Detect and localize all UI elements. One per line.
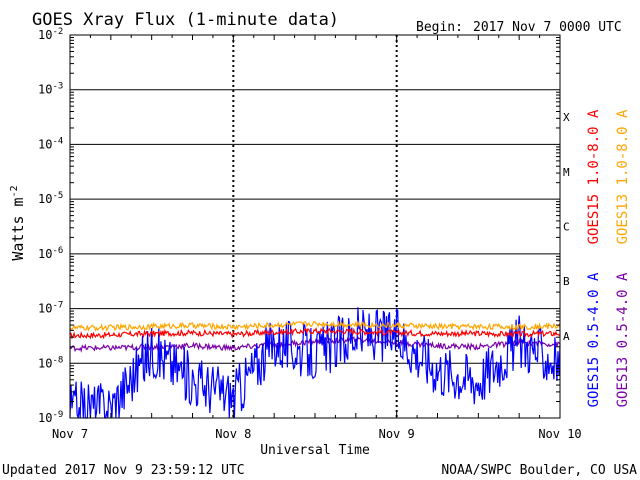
- y-tick-label-exponent: -7: [52, 301, 63, 311]
- y-tick-label-exponent: -9: [52, 410, 63, 420]
- flare-class-label: B: [563, 275, 570, 288]
- chart-title: GOES Xray Flux (1-minute data): [32, 10, 339, 30]
- y-tick-label-exponent: -8: [52, 355, 63, 365]
- y-tick-label: 10-2: [38, 27, 63, 42]
- plot-frame: [69, 34, 561, 419]
- legend-entry: GOES13 0.5-4.0 A: [615, 272, 631, 407]
- plot-area: [70, 35, 560, 418]
- x-tick-label: Nov 8: [215, 427, 251, 441]
- y-tick-label: 10-7: [38, 301, 63, 316]
- y-tick-label: 10-8: [38, 355, 63, 370]
- x-tick-label: Nov 10: [538, 427, 581, 441]
- y-tick-label-base: 10: [38, 137, 52, 151]
- y-tick-label-exponent: -3: [52, 82, 63, 92]
- y-tick-label-base: 10: [38, 83, 52, 97]
- y-tick-label-exponent: -6: [52, 246, 63, 256]
- y-tick-label-base: 10: [38, 247, 52, 261]
- series-line: [69, 307, 561, 419]
- footer-updated: Updated 2017 Nov 9 23:59:12 UTC: [2, 463, 245, 478]
- y-tick-label-exponent: -5: [52, 191, 63, 201]
- flare-class-label: M: [563, 166, 570, 179]
- y-axis-label: Watts m-2: [9, 185, 27, 260]
- footer-credit: NOAA/SWPC Boulder, CO USA: [441, 463, 637, 478]
- y-axis-label-base: Watts m: [9, 197, 27, 260]
- y-tick-label: 10-3: [38, 82, 63, 97]
- begin-value: 2017 Nov 7 0000 UTC: [473, 20, 622, 35]
- legend-entry: GOES13 1.0-8.0 A: [615, 109, 631, 244]
- y-tick-label-base: 10: [38, 302, 52, 316]
- y-tick-label-exponent: -2: [52, 27, 63, 37]
- flare-class-label: X: [563, 111, 570, 124]
- y-tick-label-base: 10: [38, 356, 52, 370]
- y-axis-label-exponent: -2: [9, 185, 20, 197]
- legend-entry: GOES15 1.0-8.0 A: [586, 109, 602, 244]
- x-tick-label: Nov 7: [52, 427, 88, 441]
- legend: GOES15 1.0-8.0 A GOES13 1.0-8.0 A GOES15 0…: [586, 109, 631, 407]
- y-tick-label: 10-6: [38, 246, 63, 261]
- y-tick-label: 10-9: [38, 410, 63, 425]
- legend-entry: GOES15 0.5-4.0 A: [586, 272, 602, 407]
- series-line: [69, 319, 561, 332]
- begin-label: Begin:: [416, 20, 463, 35]
- y-tick-label-exponent: -4: [52, 136, 63, 146]
- y-tick-label: 10-5: [38, 191, 63, 206]
- y-tick-label-base: 10: [38, 192, 52, 206]
- y-tick-label-base: 10: [38, 411, 52, 425]
- series-line: [69, 327, 561, 340]
- x-axis-label: Universal Time: [260, 443, 370, 458]
- flare-class-label: C: [563, 221, 570, 234]
- flare-class-label: A: [563, 330, 570, 343]
- series-layer: [69, 307, 561, 419]
- plot-background: [70, 35, 560, 418]
- x-tick-label: Nov 9: [379, 427, 415, 441]
- y-tick-label: 10-4: [38, 136, 63, 151]
- y-tick-label-base: 10: [38, 28, 52, 42]
